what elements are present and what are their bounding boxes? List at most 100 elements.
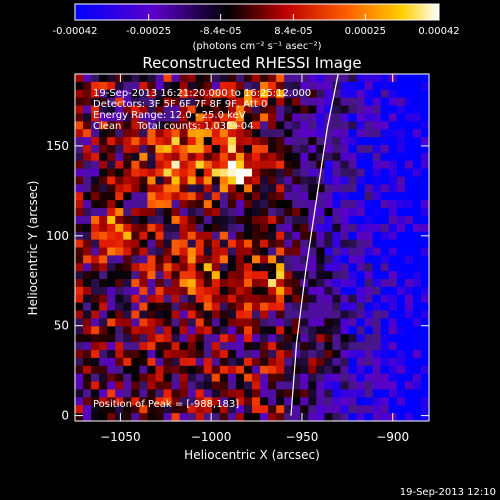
heatmap-cell [260, 105, 269, 115]
heatmap-cell [316, 286, 326, 296]
heatmap-cell [235, 373, 245, 383]
heatmap-cell [348, 318, 358, 327]
heatmap-cell [412, 184, 422, 193]
heatmap-cell [179, 247, 189, 256]
heatmap-cell [155, 184, 165, 193]
heatmap-cell [300, 121, 309, 130]
heatmap-cell [211, 168, 221, 178]
heatmap-cell [219, 302, 229, 312]
heatmap-cell [372, 271, 382, 280]
heatmap-cell [252, 74, 261, 83]
heatmap-cell [243, 231, 253, 241]
heatmap-cell [332, 318, 342, 327]
heatmap-cell [139, 113, 149, 122]
heatmap-cell [324, 200, 334, 209]
heatmap-cell [396, 74, 406, 83]
heatmap-cell [396, 405, 406, 414]
heatmap-cell [123, 74, 132, 83]
heatmap-cell [243, 413, 253, 421]
heatmap-cell [123, 286, 132, 296]
heatmap-cell [131, 121, 140, 130]
heatmap-cell [91, 350, 100, 359]
heatmap-cell [388, 357, 398, 367]
heatmap-cell [396, 223, 406, 233]
heatmap-cell [211, 263, 221, 272]
heatmap-cell [316, 302, 326, 312]
heatmap-cell [340, 223, 350, 233]
heatmap-cell [308, 144, 317, 154]
heatmap-cell [292, 97, 301, 107]
heatmap-cell [155, 373, 165, 383]
heatmap-cell [139, 160, 149, 170]
heatmap-cell [99, 405, 108, 414]
heatmap-cell [91, 413, 100, 421]
heatmap-cell [163, 215, 173, 225]
heatmap-cell [260, 137, 269, 146]
heatmap-cell [292, 160, 301, 170]
heatmap-cell [123, 381, 132, 391]
heatmap-cell [195, 97, 205, 107]
heatmap-cell [211, 255, 221, 264]
heatmap-cell [83, 81, 92, 91]
heatmap-cell [243, 286, 253, 296]
heatmap-cell [356, 113, 366, 122]
heatmap-cell [179, 144, 189, 154]
heatmap-cell [300, 334, 309, 343]
heatmap-cell [300, 247, 309, 256]
heatmap-cell [83, 302, 92, 312]
heatmap-cell [227, 81, 237, 91]
heatmap-cell [332, 121, 342, 130]
heatmap-cell [252, 215, 261, 225]
heatmap-cell [211, 271, 221, 280]
heatmap-cell [163, 334, 173, 343]
heatmap-cell [324, 310, 334, 320]
heatmap-cell [107, 184, 116, 193]
heatmap-cell [388, 113, 398, 122]
heatmap-cell [252, 176, 261, 186]
heatmap-cell [316, 176, 326, 186]
heatmap-cell [195, 144, 205, 154]
heatmap-cell [396, 357, 406, 367]
heatmap-cell [211, 350, 221, 359]
heatmap-cell [163, 223, 173, 233]
heatmap-cell [243, 176, 253, 186]
heatmap-cell [123, 405, 132, 414]
heatmap-cell [356, 263, 366, 272]
heatmap-cell [139, 413, 149, 421]
heatmap-cell [131, 326, 140, 335]
heatmap-cell [260, 113, 269, 122]
heatmap-cell [292, 144, 301, 154]
heatmap-cell [420, 263, 429, 272]
heatmap-cell [203, 152, 213, 162]
heatmap-cell [147, 310, 157, 320]
heatmap-cell [171, 373, 181, 383]
heatmap-cell [300, 215, 309, 225]
heatmap-cell [123, 215, 132, 225]
heatmap-cell [243, 365, 253, 375]
heatmap-cell [147, 74, 157, 83]
heatmap-cell [91, 381, 100, 391]
heatmap-cell [99, 176, 108, 186]
heatmap-cell [139, 271, 149, 280]
heatmap-cell [219, 121, 229, 130]
heatmap-cell [91, 294, 100, 304]
heatmap-cell [147, 239, 157, 249]
heatmap-cell [356, 105, 366, 115]
heatmap-cell [412, 247, 422, 256]
heatmap-cell [235, 397, 245, 406]
heatmap-cell [340, 357, 350, 367]
heatmap-cell [332, 223, 342, 233]
heatmap-cell [316, 129, 326, 138]
heatmap-cell [252, 373, 261, 383]
heatmap-cell [203, 318, 213, 327]
heatmap-cell [372, 247, 382, 256]
heatmap-cell [292, 373, 301, 383]
heatmap-cell [388, 271, 398, 280]
heatmap-cell [187, 405, 197, 414]
heatmap-cell [276, 365, 285, 375]
heatmap-cell [99, 294, 108, 304]
heatmap-cell [203, 302, 213, 312]
heatmap-cell [380, 200, 390, 209]
heatmap-cell [268, 381, 277, 391]
heatmap-cell [420, 342, 429, 351]
